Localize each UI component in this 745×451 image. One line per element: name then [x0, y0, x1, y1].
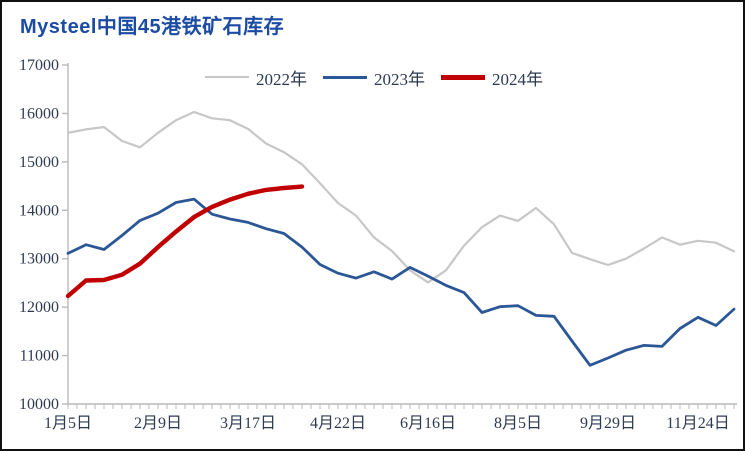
x-axis-label: 6月16日	[400, 415, 456, 432]
y-axis-label: 11000	[20, 348, 59, 365]
legend-label-2022: 2022年	[256, 69, 307, 89]
x-axis-label: 11月24日	[666, 415, 729, 432]
legend: 2022年 2023年 2024年	[205, 65, 543, 90]
legend-label-2023: 2023年	[374, 69, 425, 89]
legend-item-2023: 2023年	[323, 65, 425, 90]
y-axis-label: 17000	[19, 57, 59, 74]
y-axis-label: 15000	[19, 154, 59, 171]
y-axis-label: 13000	[19, 251, 59, 268]
x-axis-label: 4月22日	[310, 415, 366, 432]
legend-swatch-2022	[205, 76, 249, 78]
series-line-2022	[66, 110, 736, 284]
series-line-2024	[65, 184, 305, 299]
y-axis-label: 16000	[19, 105, 59, 122]
x-axis-label: 2月9日	[134, 415, 182, 432]
page-title: Mysteel中国45港铁矿石库存	[20, 16, 285, 38]
y-axis-label: 14000	[19, 202, 59, 219]
legend-swatch-2023	[323, 75, 367, 79]
legend-label-2024: 2024年	[492, 69, 543, 89]
legend-item-2024: 2024年	[441, 65, 543, 90]
x-axis-label: 3月17日	[220, 415, 276, 432]
y-axis-label: 12000	[19, 299, 59, 316]
x-axis-label: 8月5日	[494, 415, 542, 432]
x-axis-label: 1月5日	[44, 415, 92, 432]
legend-item-2022: 2022年	[205, 65, 307, 90]
series-line-2023	[66, 197, 736, 367]
x-axis-label: 9月29日	[580, 415, 636, 432]
y-axis-label: 10000	[19, 396, 59, 413]
legend-swatch-2024	[441, 74, 485, 80]
